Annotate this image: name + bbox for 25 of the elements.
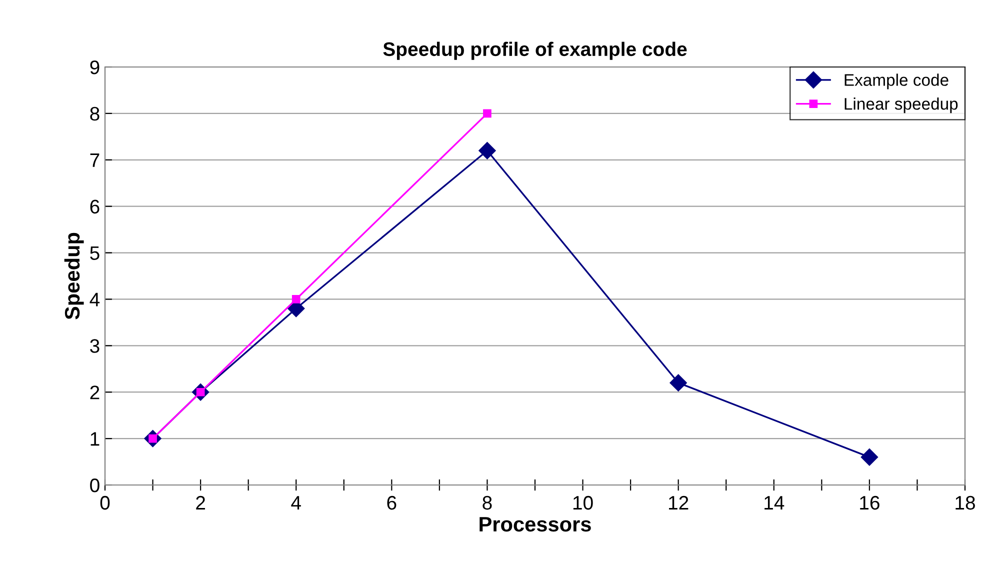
y-tick-label: 3 (90, 339, 100, 353)
y-tick-label: 8 (90, 106, 100, 121)
x-tick-label: 4 (291, 496, 301, 510)
chart-title: Speedup profile of example code (383, 42, 687, 60)
y-tick-label: 1 (90, 432, 100, 446)
x-tick-label: 18 (956, 496, 975, 510)
y-tick-label: 0 (90, 478, 100, 492)
x-tick-label: 14 (764, 496, 784, 510)
x-axis-title: Processors (480, 517, 591, 532)
y-tick-label: 9 (90, 60, 100, 74)
y-tick-label: 2 (90, 386, 100, 400)
y-tick-label: 7 (90, 154, 100, 167)
x-tick-label: 0 (100, 496, 110, 510)
x-tick-label: 12 (669, 496, 688, 510)
x-tick-label: 16 (860, 496, 880, 510)
x-tick-label: 10 (573, 496, 593, 510)
y-tick-label: 5 (90, 246, 100, 260)
y-tick-label: 6 (90, 200, 100, 214)
y-axis-title: Speedup (64, 232, 84, 320)
legend-label: Linear speedup (844, 98, 958, 114)
y-tick-label: 4 (90, 292, 100, 306)
x-tick-label: 6 (387, 496, 396, 510)
x-tick-label: 8 (482, 496, 492, 510)
x-tick-label: 2 (196, 496, 205, 510)
legend-label: Example code (844, 74, 948, 90)
